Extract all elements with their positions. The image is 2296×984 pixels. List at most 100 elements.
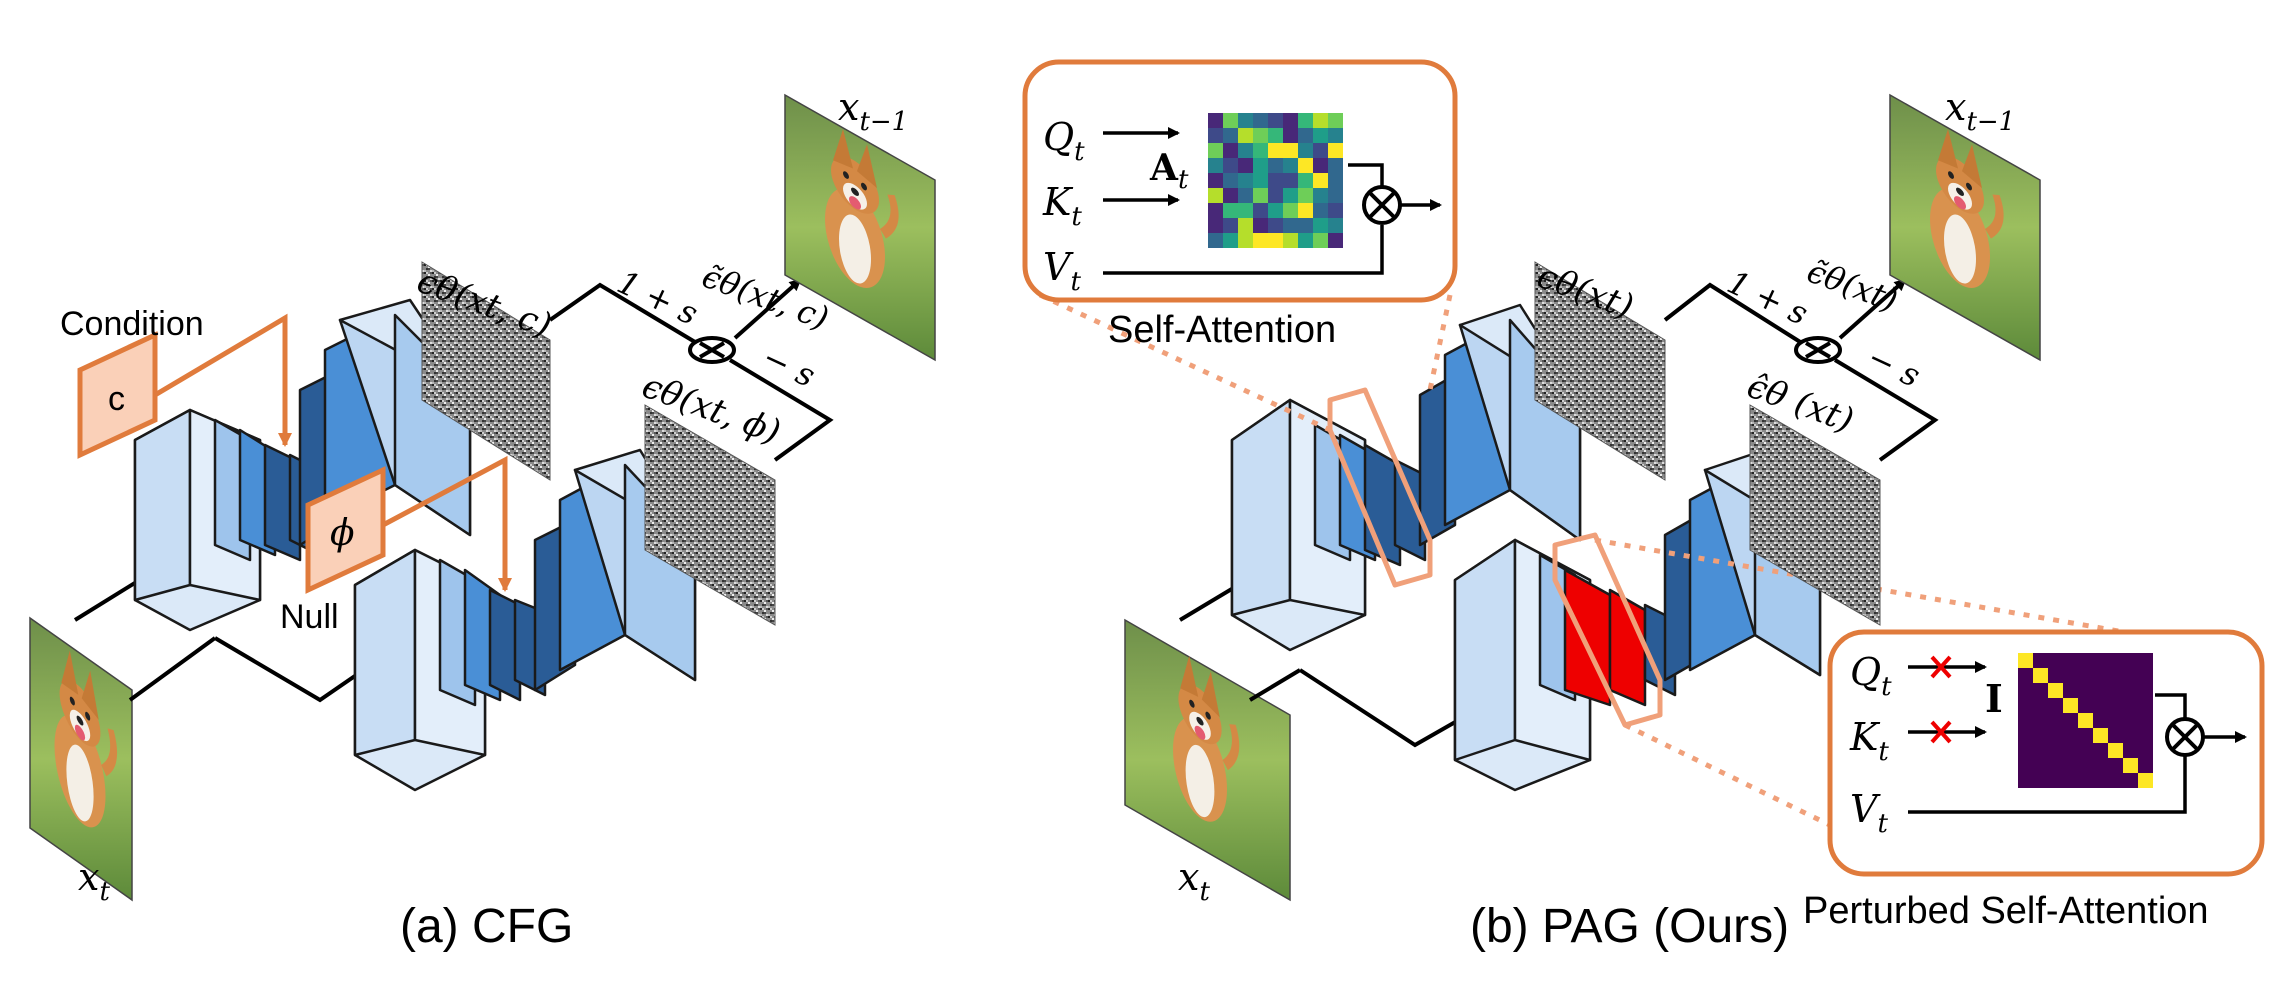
heatmap-cell (1268, 113, 1283, 128)
heatmap-cell (1313, 173, 1328, 188)
heatmap-cell (1283, 113, 1298, 128)
heatmap-cell (1328, 158, 1343, 173)
heatmap-cell (1208, 188, 1223, 203)
heatmap-cell (1208, 113, 1223, 128)
heatmap-cell (1328, 233, 1343, 248)
heatmap-cell (1208, 233, 1223, 248)
heatmap-cell (1238, 173, 1253, 188)
heatmap-cell (1313, 233, 1328, 248)
identity-diagonal-cell (2048, 683, 2063, 698)
heatmap-cell (1313, 203, 1328, 218)
heatmap-cell (1268, 128, 1283, 143)
self-attention-callout: Qt Kt Vt At (1022, 59, 1458, 303)
heatmap-cell (1208, 158, 1223, 173)
perturbed-attention-callout: Qt Kt Vt I (1827, 629, 2265, 877)
heatmap-cell (1253, 143, 1268, 158)
condition-arrow (153, 313, 292, 447)
guidance-combiner-a (548, 278, 834, 462)
output-image-a (784, 93, 936, 362)
heatmap-cell (1223, 143, 1238, 158)
unet-null (353, 448, 697, 792)
output-image-b (1889, 93, 2041, 362)
input-image-a (29, 616, 133, 902)
sa-v-label: Vt (1043, 245, 1081, 297)
heatmap-cell (1298, 233, 1313, 248)
panel-a-cfg: xt (29, 85, 936, 953)
psa-k-label: Kt (1849, 715, 1889, 767)
heatmap-cell (1328, 173, 1343, 188)
perturbed-attention-title: Perturbed Self-Attention (1803, 890, 2209, 932)
heatmap-cell (1268, 218, 1283, 233)
heatmap-cell (1253, 188, 1268, 203)
heatmap-cell (1268, 173, 1283, 188)
heatmap-cell (1238, 233, 1253, 248)
heatmap-cell (1208, 143, 1223, 158)
heatmap-cell (1223, 218, 1238, 233)
heatmap-cell (1313, 158, 1328, 173)
heatmap-cell (1268, 203, 1283, 218)
unet-perturbed (1453, 448, 1822, 792)
heatmap-cell (1268, 233, 1283, 248)
self-attention-title: Self-Attention (1108, 309, 1336, 351)
heatmap-cell (1298, 188, 1313, 203)
heatmap-cell (1238, 158, 1253, 173)
heatmap-cell (1298, 203, 1313, 218)
attention-highlight-perturbed (1552, 532, 1663, 728)
heatmap-cell (1283, 143, 1298, 158)
heatmap-cell (1328, 188, 1343, 203)
noise-map-null (644, 404, 776, 626)
heatmap-cell (1253, 218, 1268, 233)
weight-pos-a: 1 + s (612, 263, 704, 333)
null-symbol: ϕ (330, 513, 355, 554)
heatmap-cell (1313, 188, 1328, 203)
heatmap-cell (1313, 218, 1328, 233)
heatmap-cell (1313, 128, 1328, 143)
weight-neg-b: − s (1862, 338, 1926, 395)
null-box: ϕ (305, 466, 386, 594)
heatmap-cell (1253, 128, 1268, 143)
heatmap-cell (1238, 128, 1253, 143)
condition-symbol: c (108, 380, 125, 418)
heatmap-cell (1253, 173, 1268, 188)
weight-neg-a: − s (757, 338, 821, 395)
heatmap-cell (1298, 158, 1313, 173)
heatmap-cell (1283, 173, 1298, 188)
heatmap-cell (1283, 233, 1298, 248)
heatmap-cell (1223, 233, 1238, 248)
heatmap-cell (1223, 188, 1238, 203)
heatmap-cell (1238, 113, 1253, 128)
heatmap-cell (1238, 143, 1253, 158)
sa-q-label: Qt (1043, 115, 1085, 167)
sa-matrix-label: At (1149, 147, 1189, 195)
output-label-a: xt−1 (838, 85, 908, 137)
heatmap-cell (1253, 203, 1268, 218)
psa-q-label: Qt (1850, 650, 1892, 702)
condition-label: Condition (60, 305, 204, 343)
heatmap-cell (1268, 188, 1283, 203)
heatmap-cell (1313, 113, 1328, 128)
heatmap-cell (1268, 158, 1283, 173)
identity-diagonal-cell (2093, 728, 2108, 743)
heatmap-cell (1298, 173, 1313, 188)
output-label-b: xt−1 (1945, 85, 2015, 137)
heatmap-cell (1298, 218, 1313, 233)
heatmap-cell (1253, 158, 1268, 173)
noise-map-normal (1534, 261, 1666, 481)
heatmap-cell (1208, 218, 1223, 233)
identity-diagonal-cell (2033, 668, 2048, 683)
attention-matrix-heatmap (1208, 113, 1343, 248)
heatmap-cell (1328, 203, 1343, 218)
identity-matrix-label: I (1985, 676, 2003, 721)
blocked-q-icon (1930, 655, 1952, 679)
heatmap-cell (1283, 203, 1298, 218)
heatmap-cell (1283, 128, 1298, 143)
identity-diagonal-cell (2108, 743, 2123, 758)
heatmap-cell (1313, 143, 1328, 158)
heatmap-cell (1223, 203, 1238, 218)
guidance-combiner-b (1663, 278, 1939, 462)
caption-a: (a) CFG (400, 900, 573, 953)
heatmap-cell (1208, 203, 1223, 218)
input-label-b: xt (1178, 855, 1210, 907)
heatmap-cell (1208, 128, 1223, 143)
heatmap-cell (1328, 113, 1343, 128)
